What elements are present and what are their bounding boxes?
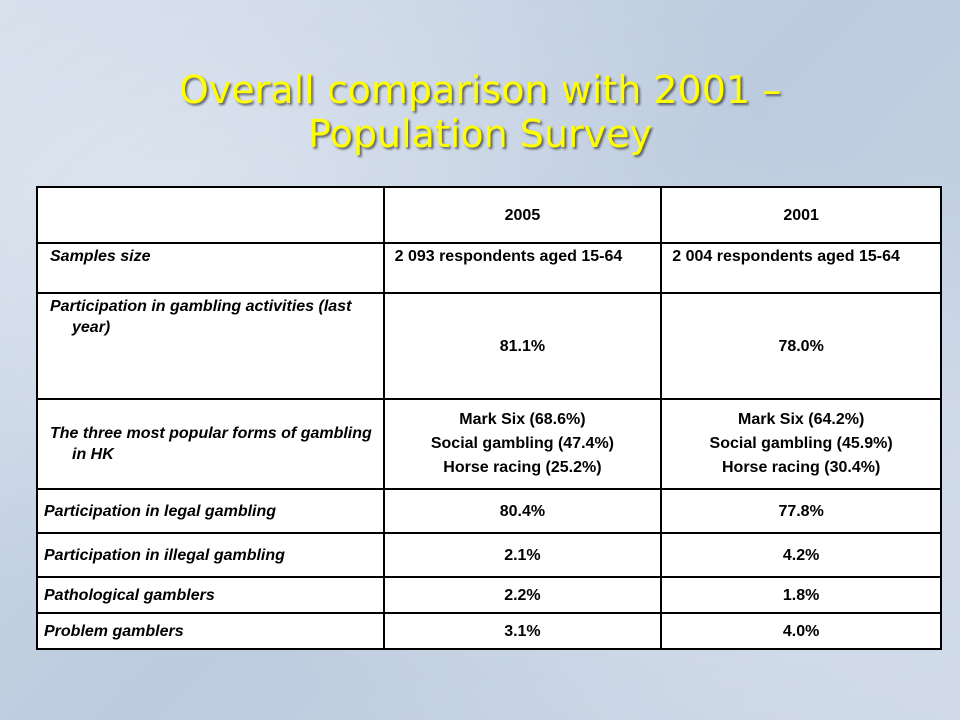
- table-row-participation: Participation in gambling activities (la…: [36, 292, 942, 400]
- row-label-text: Participation in gambling activities (la…: [50, 298, 352, 336]
- cell-2005: 2 093 respondents aged 15-64: [382, 242, 663, 294]
- cell-2005: Mark Six (68.6%) Social gambling (47.4%)…: [382, 398, 663, 490]
- cell-2001: 4.0%: [660, 612, 942, 650]
- cell-2005-text: 2 093 respondents aged 15-64: [394, 248, 623, 265]
- list-item: Mark Six (64.2%): [737, 411, 865, 428]
- cell-2005: 80.4%: [382, 488, 663, 534]
- cell-2001-text: 2 004 respondents aged 15-64: [672, 248, 900, 265]
- cell-2001: 2 004 respondents aged 15-64: [660, 242, 942, 294]
- table-row-problem: Problem gamblers 3.1% 4.0%: [36, 612, 942, 650]
- cell-2001: 78.0%: [660, 292, 942, 400]
- cell-2005: 81.1%: [382, 292, 663, 400]
- row-label: Pathological gamblers: [36, 576, 385, 614]
- table-row-popular-forms: The three most popular forms of gambling…: [36, 398, 942, 490]
- comparison-table: 2005 2001 Samples size 2 093 respondents…: [36, 186, 942, 650]
- cell-2005: 3.1%: [382, 612, 663, 650]
- row-label: Participation in illegal gambling: [36, 532, 385, 578]
- slide-title-line-1: Overall comparison with 2001 –: [178, 68, 782, 112]
- row-label: Participation in legal gambling: [36, 488, 385, 534]
- cell-2005: 2.2%: [382, 576, 663, 614]
- row-label-text: The three most popular forms of gambling…: [50, 425, 372, 463]
- cell-2001: 1.8%: [660, 576, 942, 614]
- row-label-text: Samples size: [50, 248, 151, 265]
- list-item: Horse racing (25.2%): [443, 459, 602, 476]
- table-header-row: 2005 2001: [36, 186, 942, 244]
- table-row-sample-size: Samples size 2 093 respondents aged 15-6…: [36, 242, 942, 294]
- list-item: Mark Six (68.6%): [459, 411, 586, 428]
- header-empty-cell: [36, 186, 385, 244]
- slide-title-line-2: Population Survey: [308, 112, 652, 156]
- table-row-legal-gambling: Participation in legal gambling 80.4% 77…: [36, 488, 942, 534]
- cell-2001: 77.8%: [660, 488, 942, 534]
- row-label: Participation in gambling activities (la…: [36, 292, 385, 400]
- row-label: Problem gamblers: [36, 612, 385, 650]
- row-label: Samples size: [36, 242, 385, 294]
- table-row-illegal-gambling: Participation in illegal gambling 2.1% 4…: [36, 532, 942, 578]
- row-label: The three most popular forms of gambling…: [36, 398, 385, 490]
- slide-title: Overall comparison with 2001 – Populatio…: [0, 68, 960, 156]
- table-row-pathological: Pathological gamblers 2.2% 1.8%: [36, 576, 942, 614]
- cell-2005: 2.1%: [382, 532, 663, 578]
- cell-2001: Mark Six (64.2%) Social gambling (45.9%)…: [660, 398, 942, 490]
- list-item: Social gambling (45.9%): [709, 435, 893, 452]
- cell-2001: 4.2%: [660, 532, 942, 578]
- header-2001: 2001: [660, 186, 942, 244]
- list-item: Social gambling (47.4%): [430, 435, 614, 452]
- header-2005: 2005: [382, 186, 663, 244]
- list-item: Horse racing (30.4%): [721, 459, 881, 476]
